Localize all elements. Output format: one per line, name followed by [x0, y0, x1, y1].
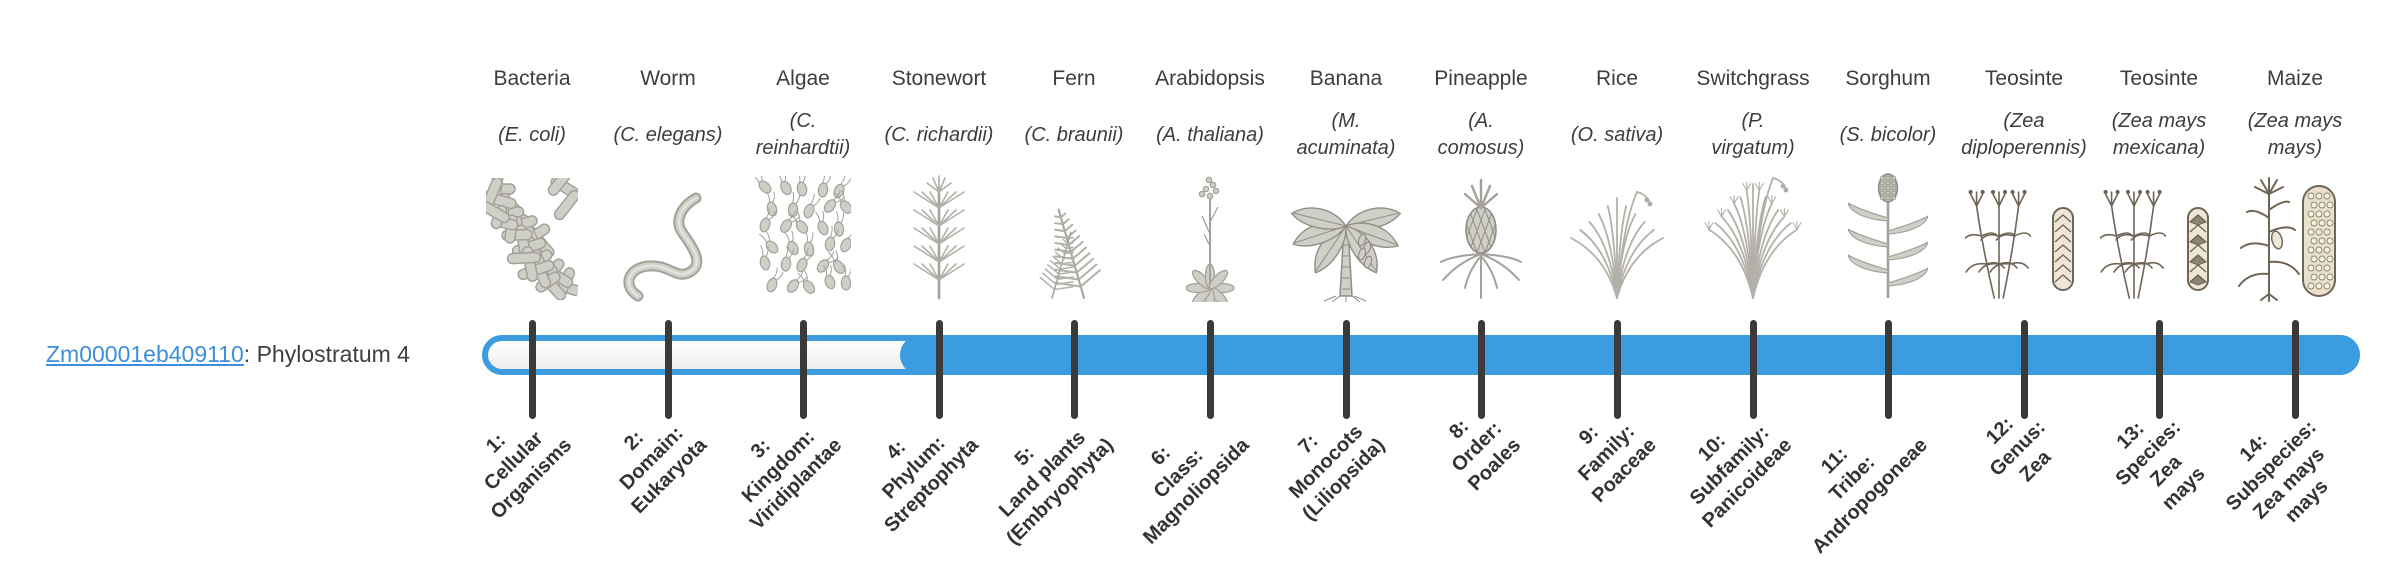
organism-scientific-name: (C. elegans) — [613, 123, 723, 146]
maize-icon — [2210, 170, 2380, 302]
rice-icon — [1532, 170, 1702, 302]
phylostratum-tick — [1342, 320, 1350, 419]
organism-name: Stonewort — [891, 67, 987, 90]
phylostratum-tick — [528, 320, 536, 419]
worm-icon — [583, 170, 753, 302]
organism-scientific-name: (Zea mays mays) — [2247, 110, 2343, 159]
organism-name: Maize — [2266, 67, 2324, 90]
pineapple-icon — [1396, 170, 1566, 302]
phylostratum-track-fill — [900, 335, 2360, 375]
phylostratum-tick — [1884, 320, 1892, 419]
phylostratum-tick — [935, 320, 943, 419]
teosinte-mexicana-icon — [2074, 170, 2244, 302]
stage-label-text: 10: Subfamily: Panicoideae — [1685, 421, 1797, 533]
gene-label: Zm00001eb409110: Phylostratum 4 — [46, 341, 410, 368]
organism-scientific-name: (A. thaliana) — [1156, 123, 1264, 146]
organism-scientific-name: (A. comosus) — [1437, 110, 1525, 159]
arabidopsis-icon — [1125, 170, 1295, 302]
organism-name: Teosinte — [1984, 67, 2064, 90]
phylostratum-tick — [664, 320, 672, 419]
stage-label-text: 12: Genus: Zea — [1982, 412, 2056, 487]
stage-label-text: 6: Class: Magnoliopsida — [1139, 434, 1254, 549]
gene-phylostratum-text: : Phylostratum 4 — [243, 341, 410, 367]
organism-name: Rice — [1595, 67, 1638, 90]
organism-scientific-name: (C. reinhardtii) — [755, 110, 851, 159]
stage-label-text: 3: Kingdom: Viridiplantae — [738, 425, 847, 535]
organism-scientific-name: (C. braunii) — [1024, 123, 1124, 146]
organism-name: Fern — [1052, 67, 1096, 90]
organism-scientific-name: (P. virgatum) — [1711, 110, 1795, 159]
phylostratum-tick — [1070, 320, 1078, 419]
phylostratum-tick — [1477, 320, 1485, 419]
stage-label-text: 7: Monocots (Liliopsida) — [1285, 420, 1390, 526]
teosinte-diploperennis-icon — [1939, 170, 2109, 302]
phylostratum-tick — [2155, 320, 2163, 419]
bacteria-icon — [447, 170, 617, 302]
organism-name: Worm — [640, 67, 696, 90]
organism-name: Bacteria — [493, 67, 571, 90]
organism-name: Pineapple — [1434, 67, 1528, 90]
organism-name: Switchgrass — [1696, 67, 1810, 90]
organism-scientific-name: (S. bicolor) — [1839, 123, 1937, 146]
stage-label-text: 1: Cellular Organisms — [479, 427, 576, 524]
stage-label-text: 4: Phylum: Streptophyta — [877, 432, 983, 537]
organism-scientific-name: (Zea diploperennis) — [1961, 110, 2087, 159]
organism-scientific-name: (E. coli) — [498, 123, 566, 146]
sorghum-icon — [1803, 170, 1973, 302]
organism-name: Teosinte — [2119, 67, 2199, 90]
organism-name: Algae — [776, 67, 830, 90]
organism-name: Arabidopsis — [1155, 67, 1265, 90]
stage-label-text: 8: Order: Poales — [1444, 415, 1525, 496]
organism-scientific-name: (O. sativa) — [1570, 123, 1664, 146]
stage-label-text: 9: Family: Poaceae — [1573, 420, 1661, 508]
fern-icon — [989, 170, 1159, 302]
stonewort-icon — [854, 170, 1024, 302]
phylostratum-tick — [799, 320, 807, 419]
stage-label-text: 11: Tribe: Andropogoneae — [1807, 434, 1932, 559]
organism-scientific-name: (Zea mays mexicana) — [2111, 110, 2207, 159]
organism-name: Sorghum — [1845, 67, 1931, 90]
stage-label-text: 14: Subspecies: Zea mays mays — [2222, 416, 2333, 528]
phylostratum-tick — [1749, 320, 1757, 419]
phylostratum-tick — [1206, 320, 1214, 419]
algae-icon — [718, 170, 888, 302]
phylostratum-tick — [1613, 320, 1621, 419]
banana-icon — [1261, 170, 1431, 302]
gene-link[interactable]: Zm00001eb409110 — [46, 341, 244, 367]
stage-label-text: 5: Land plants (Embryophyta) — [994, 426, 1118, 550]
organism-name: Banana — [1309, 67, 1383, 90]
stage-label-text: 13: Species: Zea mays — [2111, 416, 2210, 515]
phylostratum-tick — [2020, 320, 2028, 419]
phylostratum-tick — [2291, 320, 2299, 419]
organism-scientific-name: (M. acuminata) — [1296, 110, 1396, 159]
stage-label-text: 2: Domain: Eukaryota — [615, 422, 712, 519]
organism-scientific-name: (C. richardii) — [884, 123, 994, 146]
switchgrass-icon — [1668, 170, 1838, 302]
